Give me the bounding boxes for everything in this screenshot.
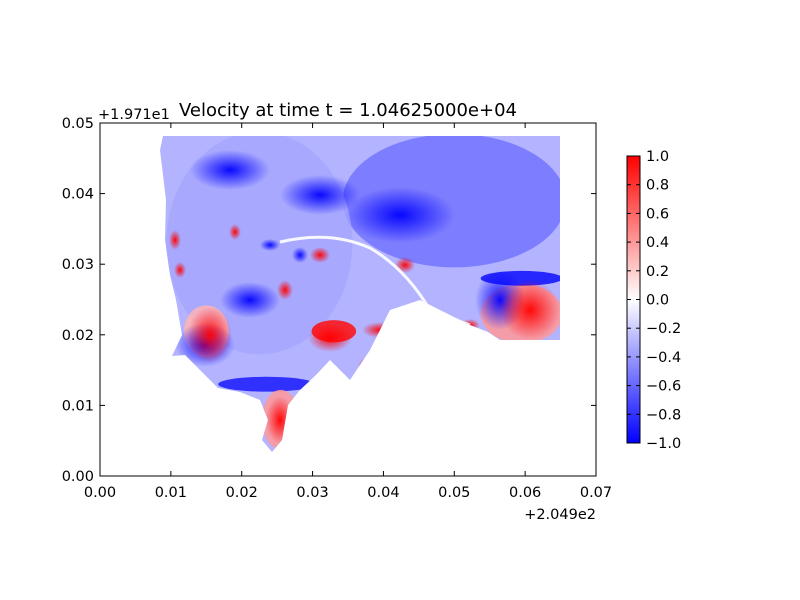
colorbar-tick-label: 0.2 bbox=[646, 264, 669, 280]
field-feature bbox=[345, 187, 455, 243]
colorbar-tick-label: 0.6 bbox=[646, 206, 669, 222]
colorbar-tick-label: 0.4 bbox=[646, 235, 669, 251]
x-axis: 0.00 0.01 0.02 0.03 0.04 0.05 0.06 0.07 bbox=[84, 123, 612, 501]
field-feature bbox=[188, 307, 232, 363]
field-feature bbox=[220, 282, 280, 318]
field-feature bbox=[229, 224, 241, 240]
colorbar-tick-label: 0.0 bbox=[646, 293, 669, 309]
y-offset-label: +1.971e1 bbox=[98, 107, 170, 123]
x-offset-label: +2.049e2 bbox=[524, 507, 596, 523]
colorbar-tick-label: −0.6 bbox=[646, 379, 681, 395]
field-feature bbox=[292, 247, 308, 263]
x-tick-label: 0.01 bbox=[155, 485, 187, 501]
colorbar-tick-label: 1.0 bbox=[646, 149, 669, 165]
colorbar-tick-label: −0.2 bbox=[646, 321, 681, 337]
y-tick-label: 0.05 bbox=[62, 116, 94, 132]
field-feature bbox=[277, 280, 293, 300]
field-feature bbox=[260, 239, 280, 251]
velocity-field bbox=[160, 136, 560, 452]
field-feature bbox=[308, 324, 352, 352]
field-feature bbox=[500, 280, 560, 340]
field-feature bbox=[169, 230, 181, 250]
x-tick-label: 0.00 bbox=[84, 485, 116, 501]
colorbar-axis: 1.0 0.8 0.6 0.4 0.2 0.0 −0.2 −0.4 −0.6 −0.8 −1.0 bbox=[627, 149, 681, 452]
x-tick-label: 0.03 bbox=[296, 485, 328, 501]
y-tick-label: 0.03 bbox=[62, 257, 94, 273]
axes-frame bbox=[99, 122, 597, 477]
field-feature bbox=[174, 262, 186, 278]
x-tick-label: 0.05 bbox=[438, 485, 470, 501]
y-tick-label: 0.01 bbox=[62, 398, 94, 414]
field-feature bbox=[190, 150, 270, 190]
colorbar-tick-label: −0.4 bbox=[646, 350, 681, 366]
field-feature bbox=[310, 247, 330, 263]
x-tick-label: 0.02 bbox=[226, 485, 258, 501]
x-tick-label: 0.06 bbox=[509, 485, 541, 501]
colorbar-tick-label: −0.8 bbox=[646, 407, 681, 423]
y-tick-label: 0.00 bbox=[62, 469, 94, 485]
coast-ridge bbox=[279, 235, 471, 327]
colorbar-tick-label: 0.8 bbox=[646, 178, 669, 194]
chart-title: Velocity at time t = 1.04625000e+04 bbox=[179, 100, 517, 121]
x-tick-label: 0.04 bbox=[367, 485, 399, 501]
field-region bbox=[218, 376, 315, 392]
field-feature bbox=[280, 175, 360, 215]
x-tick-label: 0.07 bbox=[580, 485, 612, 501]
y-tick-label: 0.02 bbox=[62, 328, 94, 344]
y-axis: 0.00 0.01 0.02 0.03 0.04 0.05 bbox=[62, 116, 596, 485]
y-tick-label: 0.04 bbox=[62, 187, 94, 203]
colorbar-tick-label: −1.0 bbox=[646, 436, 681, 452]
